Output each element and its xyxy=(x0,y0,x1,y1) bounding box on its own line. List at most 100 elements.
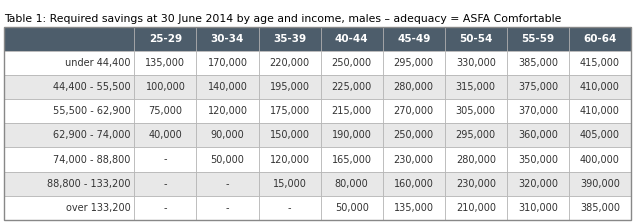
Text: -: - xyxy=(225,203,229,213)
Bar xyxy=(507,51,569,75)
Bar xyxy=(383,196,444,220)
Bar xyxy=(258,172,321,196)
Text: 385,000: 385,000 xyxy=(580,203,620,213)
Text: 45-49: 45-49 xyxy=(397,34,431,44)
Bar xyxy=(507,27,569,51)
Text: 170,000: 170,000 xyxy=(208,58,248,68)
Text: 350,000: 350,000 xyxy=(518,155,558,165)
Text: 320,000: 320,000 xyxy=(518,179,558,189)
Bar xyxy=(258,123,321,147)
Bar xyxy=(4,123,135,147)
Bar xyxy=(135,75,196,99)
Text: -: - xyxy=(164,179,167,189)
Bar xyxy=(569,27,631,51)
Text: 175,000: 175,000 xyxy=(269,106,310,116)
Bar xyxy=(196,27,258,51)
Text: -: - xyxy=(164,203,167,213)
Bar xyxy=(196,147,258,172)
Text: 40,000: 40,000 xyxy=(149,130,182,140)
Text: 250,000: 250,000 xyxy=(394,130,434,140)
Text: 280,000: 280,000 xyxy=(456,155,496,165)
Text: 74,000 - 88,800: 74,000 - 88,800 xyxy=(53,155,130,165)
Text: 215,000: 215,000 xyxy=(331,106,371,116)
Text: 135,000: 135,000 xyxy=(394,203,434,213)
Text: 55,500 - 62,900: 55,500 - 62,900 xyxy=(53,106,130,116)
Text: 250,000: 250,000 xyxy=(331,58,371,68)
Text: 360,000: 360,000 xyxy=(518,130,558,140)
Text: 405,000: 405,000 xyxy=(580,130,620,140)
Bar xyxy=(135,51,196,75)
Text: 80,000: 80,000 xyxy=(335,179,368,189)
Bar xyxy=(4,27,631,220)
Text: 160,000: 160,000 xyxy=(394,179,434,189)
Bar xyxy=(444,99,507,123)
Bar xyxy=(196,196,258,220)
Bar xyxy=(383,147,444,172)
Bar xyxy=(383,172,444,196)
Bar xyxy=(321,75,383,99)
Text: 375,000: 375,000 xyxy=(518,82,558,92)
Bar xyxy=(258,75,321,99)
Bar xyxy=(321,172,383,196)
Bar xyxy=(4,99,135,123)
Bar xyxy=(258,27,321,51)
Bar xyxy=(444,196,507,220)
Text: 60-64: 60-64 xyxy=(584,34,617,44)
Text: 140,000: 140,000 xyxy=(208,82,248,92)
Bar xyxy=(444,172,507,196)
Text: 55-59: 55-59 xyxy=(521,34,554,44)
Bar xyxy=(507,172,569,196)
Text: 385,000: 385,000 xyxy=(518,58,558,68)
Text: 410,000: 410,000 xyxy=(580,106,620,116)
Bar xyxy=(196,51,258,75)
Text: 195,000: 195,000 xyxy=(270,82,310,92)
Text: 135,000: 135,000 xyxy=(145,58,185,68)
Bar xyxy=(135,147,196,172)
Text: 50-54: 50-54 xyxy=(459,34,493,44)
Bar xyxy=(444,123,507,147)
Bar xyxy=(383,51,444,75)
Bar xyxy=(258,51,321,75)
Bar xyxy=(383,99,444,123)
Text: over 133,200: over 133,200 xyxy=(65,203,130,213)
Bar xyxy=(383,27,444,51)
Bar xyxy=(383,75,444,99)
Bar xyxy=(135,99,196,123)
Text: 75,000: 75,000 xyxy=(149,106,182,116)
Bar xyxy=(507,99,569,123)
Bar xyxy=(196,75,258,99)
Text: -: - xyxy=(288,203,291,213)
Text: 35-39: 35-39 xyxy=(273,34,306,44)
Bar xyxy=(135,172,196,196)
Bar xyxy=(135,27,196,51)
Text: 100,000: 100,000 xyxy=(145,82,185,92)
Text: 25-29: 25-29 xyxy=(149,34,182,44)
Text: 44,400 - 55,500: 44,400 - 55,500 xyxy=(53,82,130,92)
Text: 165,000: 165,000 xyxy=(331,155,371,165)
Text: 225,000: 225,000 xyxy=(331,82,371,92)
Text: 230,000: 230,000 xyxy=(394,155,434,165)
Text: 120,000: 120,000 xyxy=(270,155,310,165)
Text: 310,000: 310,000 xyxy=(518,203,558,213)
Bar xyxy=(569,51,631,75)
Bar xyxy=(258,196,321,220)
Bar xyxy=(4,51,135,75)
Bar xyxy=(444,147,507,172)
Bar xyxy=(569,196,631,220)
Bar xyxy=(507,147,569,172)
Text: 50,000: 50,000 xyxy=(335,203,368,213)
Text: 315,000: 315,000 xyxy=(456,82,496,92)
Bar xyxy=(444,75,507,99)
Text: 50,000: 50,000 xyxy=(211,155,244,165)
Bar xyxy=(444,27,507,51)
Bar xyxy=(321,27,383,51)
Bar xyxy=(569,123,631,147)
Bar xyxy=(321,147,383,172)
Bar xyxy=(507,196,569,220)
Bar xyxy=(569,172,631,196)
Text: 220,000: 220,000 xyxy=(269,58,310,68)
Bar xyxy=(321,99,383,123)
Text: 270,000: 270,000 xyxy=(394,106,434,116)
Bar xyxy=(569,99,631,123)
Text: 370,000: 370,000 xyxy=(518,106,558,116)
